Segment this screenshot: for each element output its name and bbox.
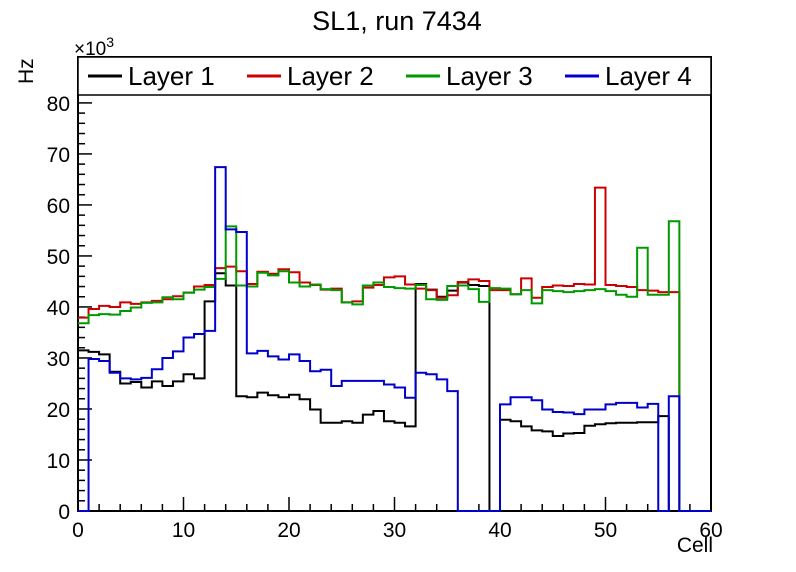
x-tick-label: 50 <box>594 519 617 542</box>
y-tick-label: 40 <box>47 297 70 320</box>
x-tick-label: 60 <box>699 519 722 542</box>
x-tick-label: 0 <box>72 519 84 542</box>
y-tick-label: 60 <box>47 195 70 218</box>
legend-box <box>77 56 712 96</box>
legend-label-layer-2: Layer 2 <box>287 61 374 91</box>
x-tick-label: 30 <box>383 519 406 542</box>
legend-label-layer-3: Layer 3 <box>446 61 533 91</box>
x-tick-label: 10 <box>172 519 195 542</box>
axis-tick-labels: 0 10 20 30 40 50 60 70 80 0 10 20 30 40 50 60 <box>47 93 723 542</box>
y-tick-label: 0 <box>58 501 70 524</box>
legend-label-layer-1: Layer 1 <box>128 61 215 91</box>
y-axis-power-label: ×103 <box>74 34 114 60</box>
legend-label-layer-4: Layer 4 <box>605 61 692 91</box>
y-tick-label: 70 <box>47 144 70 167</box>
y-tick-label: 30 <box>47 348 70 371</box>
plot-frame <box>77 56 712 512</box>
x-tick-label: 40 <box>488 519 511 542</box>
x-tick-label: 20 <box>277 519 300 542</box>
legend: Layer 1 Layer 2 Layer 3 Layer 4 <box>77 56 712 96</box>
frame-rect <box>77 56 712 512</box>
plot-title: SL1, run 7434 <box>312 6 482 36</box>
histogram-series <box>78 166 711 512</box>
y-tick-label: 80 <box>47 93 70 116</box>
y-axis-title: Hz <box>15 58 38 84</box>
y-tick-label: 10 <box>47 450 70 473</box>
y-tick-label: 50 <box>47 246 70 269</box>
series-layer-1 <box>78 272 711 512</box>
series-layer-3 <box>78 220 711 512</box>
series-layer-2 <box>78 186 711 512</box>
x-axis-title: Cell <box>677 534 713 557</box>
series-layer-4 <box>78 166 711 512</box>
y-tick-label: 20 <box>47 399 70 422</box>
